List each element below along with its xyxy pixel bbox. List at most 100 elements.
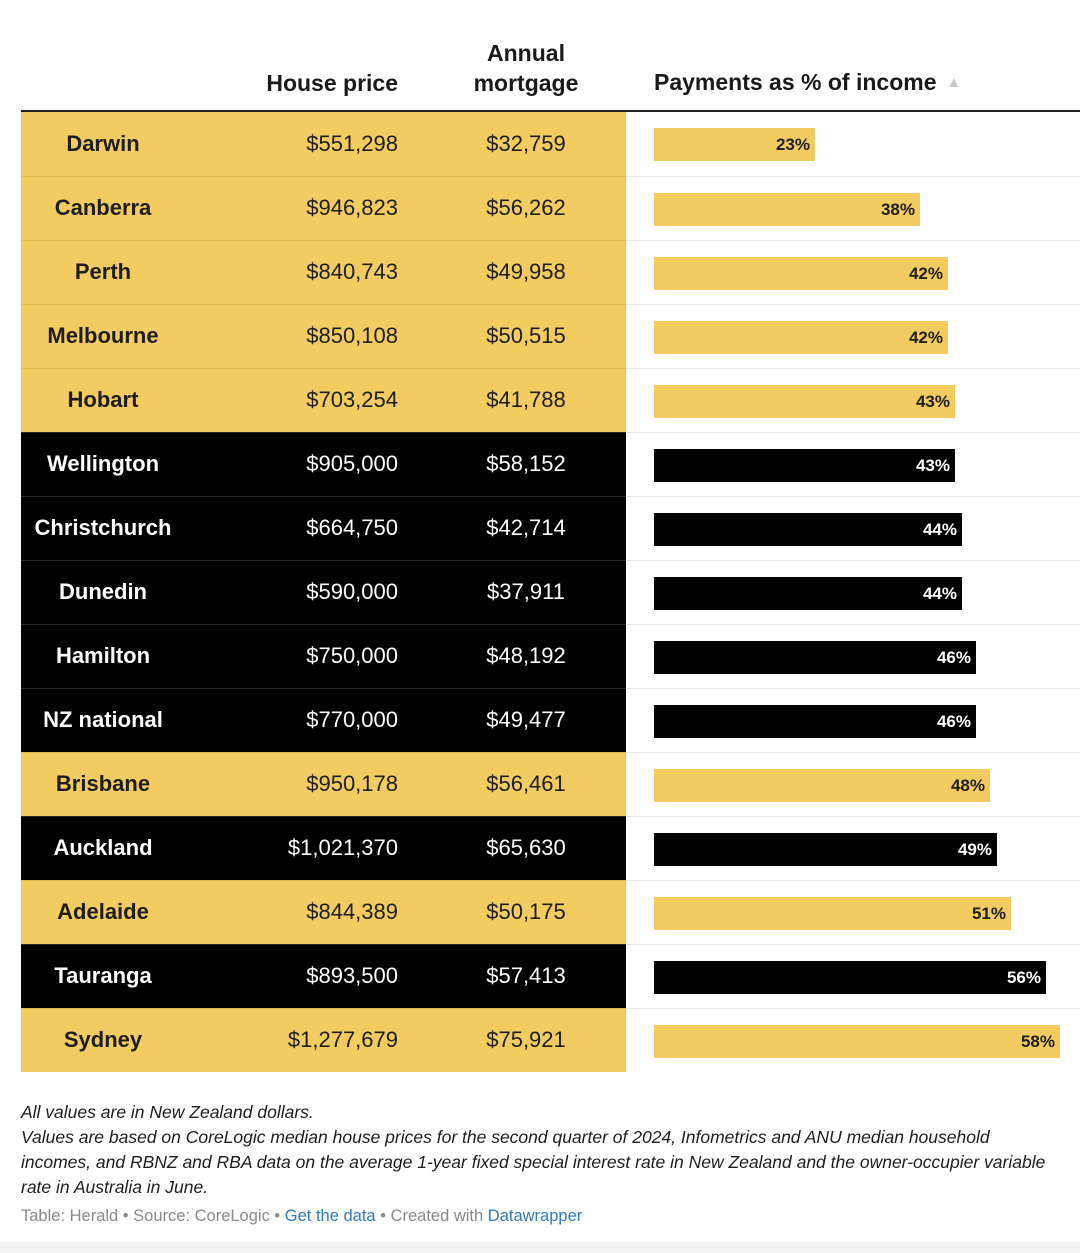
payments-bar: 42% — [654, 257, 948, 290]
header-house-price[interactable]: House price — [266, 70, 398, 96]
payments-bar-cell: 46% — [626, 624, 1080, 688]
house-price-cell: $850,108 — [306, 323, 398, 348]
city-cell: NZ national — [43, 707, 163, 732]
row-band — [21, 752, 626, 816]
annual-mortgage-cell: $50,175 — [486, 899, 566, 924]
note-currency: All values are in New Zealand dollars. — [21, 1102, 314, 1122]
datawrapper-link[interactable]: Datawrapper — [487, 1207, 583, 1225]
payments-bar: 46% — [654, 705, 976, 738]
header-annual-mortgage[interactable]: Annual mortgage — [421, 38, 631, 98]
house-price-cell: $770,000 — [306, 707, 398, 732]
note-methodology: Values are based on CoreLogic median hou… — [21, 1127, 1046, 1197]
bottom-strip — [0, 1242, 1080, 1253]
annual-mortgage-cell: $41,788 — [486, 387, 566, 412]
payments-bar-cell: 48% — [626, 752, 1080, 816]
annual-mortgage-cell: $58,152 — [486, 451, 566, 476]
house-price-cell: $905,000 — [306, 451, 398, 476]
header-annual-mortgage-line2: mortgage — [473, 70, 579, 96]
get-the-data-link[interactable]: Get the data — [284, 1207, 376, 1225]
payments-bar-cell: 38% — [626, 176, 1080, 240]
house-price-cell: $950,178 — [306, 771, 398, 796]
payments-bar-cell: 42% — [626, 240, 1080, 304]
payments-bar: 58% — [654, 1025, 1060, 1058]
city-cell: Brisbane — [55, 771, 151, 796]
house-price-cell: $1,021,370 — [287, 835, 398, 860]
table-row: Auckland $1,021,370 $65,630 49% — [21, 816, 1080, 880]
house-price-cell: $590,000 — [306, 579, 398, 604]
payments-bar: 44% — [654, 513, 962, 546]
house-price-cell: $844,389 — [306, 899, 398, 924]
table-row: Wellington $905,000 $58,152 43% — [21, 432, 1080, 496]
annual-mortgage-cell: $48,192 — [486, 643, 566, 668]
payments-bar: 56% — [654, 961, 1046, 994]
table-footer: Table: Herald • Source: CoreLogic • Get … — [21, 1207, 582, 1226]
header-annual-mortgage-line1: Annual — [487, 40, 565, 66]
payments-bar-cell: 44% — [626, 496, 1080, 560]
house-price-cell: $1,277,679 — [287, 1027, 398, 1052]
header-payments-pct[interactable]: Payments as % of income ▲ — [654, 67, 961, 98]
row-band — [21, 112, 626, 176]
payments-bar: 43% — [654, 449, 955, 482]
annual-mortgage-cell: $56,461 — [486, 771, 566, 796]
row-band — [21, 688, 626, 752]
table-row: Hobart $703,254 $41,788 43% — [21, 368, 1080, 432]
house-price-cell: $946,823 — [306, 195, 398, 220]
payments-bar: 46% — [654, 641, 976, 674]
city-cell: Tauranga — [54, 963, 152, 988]
annual-mortgage-cell: $65,630 — [486, 835, 566, 860]
row-band — [21, 368, 626, 432]
table-body: Darwin $551,298 $32,759 23% Canberra $946,823… — [21, 112, 1080, 1072]
header-payments-label: Payments as % of income — [654, 69, 937, 95]
data-table: House price Annual mortgage Payments as … — [21, 30, 1080, 1072]
table-row: Adelaide $844,389 $50,175 51% — [21, 880, 1080, 944]
house-price-cell: $664,750 — [306, 515, 398, 540]
payments-bar: 43% — [654, 385, 955, 418]
house-price-cell: $551,298 — [306, 131, 398, 156]
payments-bar-cell: 43% — [626, 368, 1080, 432]
payments-bar: 51% — [654, 897, 1011, 930]
table-row: Darwin $551,298 $32,759 23% — [21, 112, 1080, 176]
row-band — [21, 176, 626, 240]
payments-bar: 38% — [654, 193, 920, 226]
payments-bar-cell: 51% — [626, 880, 1080, 944]
table-row: Perth $840,743 $49,958 42% — [21, 240, 1080, 304]
payments-bar-cell: 42% — [626, 304, 1080, 368]
row-band — [21, 432, 626, 496]
city-cell: Hobart — [67, 387, 139, 412]
annual-mortgage-cell: $32,759 — [486, 131, 566, 156]
house-price-cell: $750,000 — [306, 643, 398, 668]
city-cell: Melbourne — [47, 323, 159, 348]
annual-mortgage-cell: $37,911 — [487, 579, 565, 604]
city-cell: Wellington — [46, 451, 160, 476]
payments-bar-cell: 43% — [626, 432, 1080, 496]
sort-ascending-icon[interactable]: ▲ — [946, 74, 962, 91]
row-band — [21, 624, 626, 688]
annual-mortgage-cell: $42,714 — [486, 515, 566, 540]
city-cell: Canberra — [54, 195, 152, 220]
annual-mortgage-cell: $57,413 — [486, 963, 566, 988]
payments-bar: 48% — [654, 769, 990, 802]
table-row: Hamilton $750,000 $48,192 46% — [21, 624, 1080, 688]
annual-mortgage-cell: $75,921 — [486, 1027, 566, 1052]
city-cell: Adelaide — [57, 899, 149, 924]
city-cell: Sydney — [63, 1027, 143, 1052]
annual-mortgage-cell: $56,262 — [486, 195, 566, 220]
annual-mortgage-cell: $49,958 — [486, 259, 566, 284]
payments-bar: 42% — [654, 321, 948, 354]
footer-credits: Table: Herald • Source: CoreLogic • — [21, 1207, 285, 1225]
row-band — [21, 304, 626, 368]
annual-mortgage-cell: $50,515 — [486, 323, 566, 348]
city-cell: Auckland — [53, 835, 153, 860]
table-row: Brisbane $950,178 $56,461 48% — [21, 752, 1080, 816]
table-row: Tauranga $893,500 $57,413 56% — [21, 944, 1080, 1008]
footer-created-with: • Created with — [375, 1207, 488, 1225]
table-header: House price Annual mortgage Payments as … — [21, 30, 1080, 112]
row-band — [21, 496, 626, 560]
row-band — [21, 880, 626, 944]
row-band — [21, 1008, 626, 1072]
annual-mortgage-cell: $49,477 — [486, 707, 566, 732]
payments-bar-cell: 46% — [626, 688, 1080, 752]
city-cell: Hamilton — [55, 643, 151, 668]
house-price-cell: $893,500 — [306, 963, 398, 988]
house-price-cell: $840,743 — [306, 259, 398, 284]
